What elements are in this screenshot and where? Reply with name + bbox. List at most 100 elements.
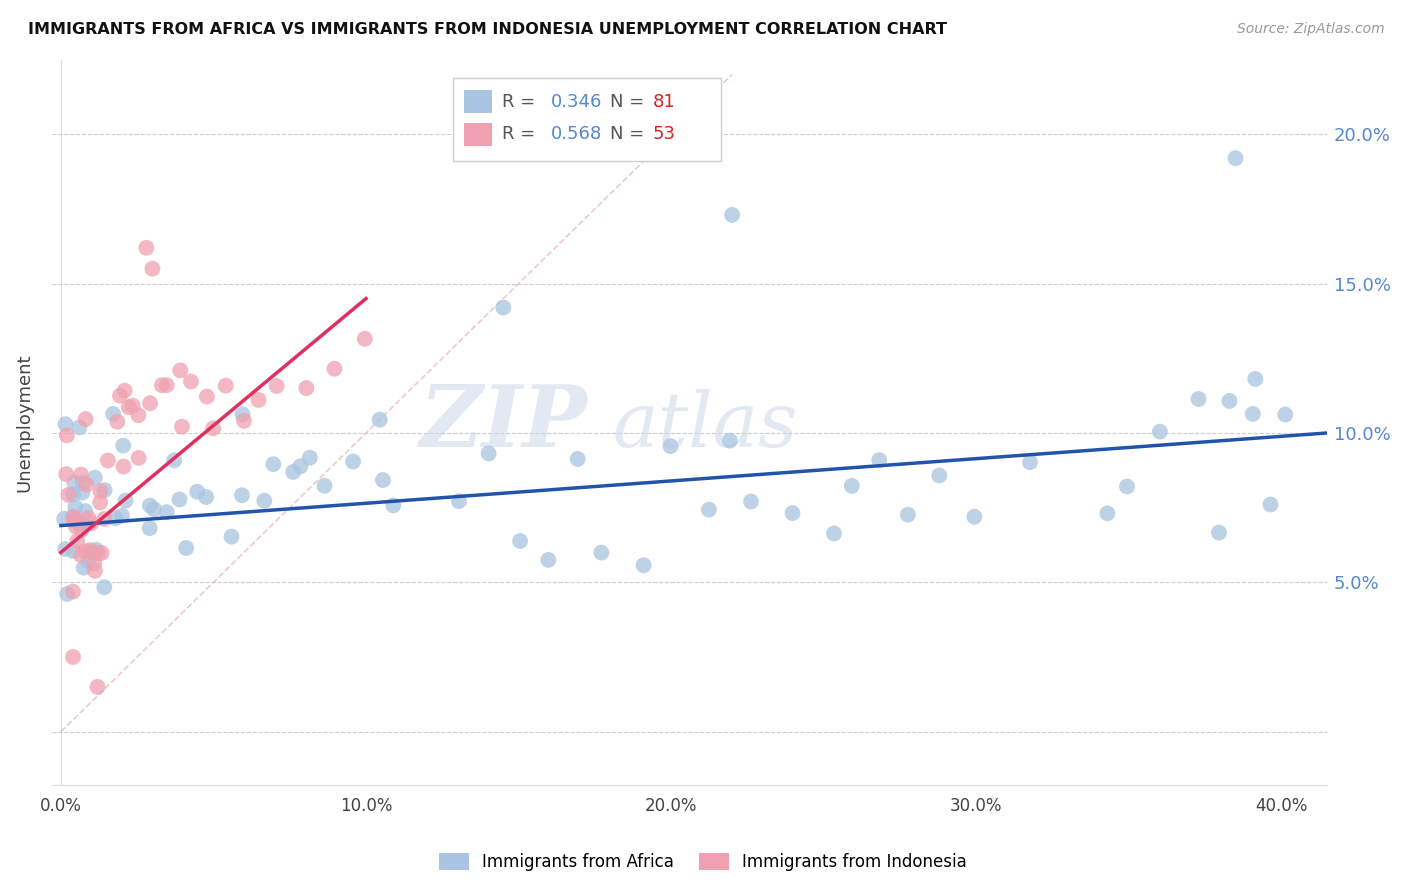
Point	[75, 412, 97, 426]
Point	[62, 584, 84, 599]
Point	[169, 492, 191, 507]
Point	[87, 546, 110, 560]
Point	[1149, 425, 1171, 439]
Point	[62, 544, 84, 558]
Point	[180, 375, 202, 389]
Point	[135, 241, 157, 255]
Point	[70, 523, 93, 537]
Point	[82, 546, 104, 560]
Point	[77, 511, 100, 525]
Point	[63, 475, 86, 490]
Point	[112, 459, 135, 474]
Point	[73, 560, 96, 574]
Point	[163, 453, 186, 467]
Point	[111, 508, 134, 523]
Point	[70, 516, 93, 530]
Point	[141, 261, 163, 276]
Text: 0.346: 0.346	[550, 93, 602, 111]
Point	[697, 502, 720, 516]
Point	[1097, 506, 1119, 520]
Point	[195, 390, 218, 404]
Text: R =: R =	[502, 93, 541, 111]
Point	[233, 414, 256, 428]
Point	[93, 512, 115, 526]
Point	[963, 509, 986, 524]
Point	[231, 488, 253, 502]
Legend: Immigrants from Africa, Immigrants from Indonesia: Immigrants from Africa, Immigrants from …	[430, 845, 976, 880]
Point	[253, 493, 276, 508]
Point	[80, 516, 103, 531]
Point	[1208, 525, 1230, 540]
Point	[353, 332, 375, 346]
Point	[69, 548, 91, 562]
Point	[114, 493, 136, 508]
Point	[156, 378, 179, 392]
Y-axis label: Unemployment: Unemployment	[15, 353, 32, 491]
Point	[169, 363, 191, 377]
Point	[1218, 394, 1240, 409]
Point	[75, 477, 97, 491]
Point	[53, 512, 76, 526]
Point	[1241, 407, 1264, 421]
Point	[53, 542, 76, 557]
Point	[55, 467, 77, 482]
Point	[492, 301, 515, 315]
FancyBboxPatch shape	[464, 123, 492, 146]
FancyBboxPatch shape	[454, 78, 721, 161]
Point	[928, 468, 950, 483]
Text: atlas: atlas	[613, 389, 799, 463]
Point	[84, 564, 107, 578]
Point	[118, 400, 141, 414]
Point	[89, 483, 111, 498]
Point	[84, 542, 107, 557]
Point	[73, 518, 96, 533]
Point	[90, 546, 112, 560]
Point	[323, 361, 346, 376]
Point	[97, 453, 120, 467]
Point	[77, 554, 100, 568]
Point	[75, 504, 97, 518]
Point	[79, 543, 101, 558]
Point	[247, 392, 270, 407]
Point	[478, 446, 501, 460]
Point	[314, 479, 336, 493]
Point	[55, 417, 77, 432]
Point	[841, 479, 863, 493]
Point	[195, 490, 218, 504]
Text: N =: N =	[610, 126, 651, 144]
Point	[633, 558, 655, 573]
Point	[368, 412, 391, 426]
Point	[721, 208, 744, 222]
Text: N =: N =	[610, 93, 651, 111]
Point	[139, 499, 162, 513]
Point	[342, 454, 364, 468]
Point	[718, 434, 741, 448]
Point	[83, 471, 105, 485]
Point	[62, 513, 84, 527]
Point	[108, 389, 131, 403]
Point	[509, 534, 531, 549]
Point	[73, 544, 96, 558]
Point	[897, 508, 920, 522]
Point	[782, 506, 804, 520]
Text: 81: 81	[652, 93, 675, 111]
Point	[170, 419, 193, 434]
Point	[215, 378, 238, 392]
Text: Source: ZipAtlas.com: Source: ZipAtlas.com	[1237, 22, 1385, 37]
Point	[1274, 408, 1296, 422]
Point	[174, 541, 197, 555]
Point	[143, 502, 166, 516]
Point	[128, 450, 150, 465]
Point	[69, 420, 91, 434]
Point	[537, 553, 560, 567]
Point	[62, 487, 84, 501]
Point	[62, 650, 84, 665]
Point	[659, 439, 682, 453]
Point	[371, 473, 394, 487]
Point	[295, 381, 318, 395]
Point	[114, 384, 136, 398]
Point	[266, 379, 288, 393]
Point	[262, 457, 284, 471]
Point	[591, 546, 613, 560]
Point	[56, 428, 79, 442]
